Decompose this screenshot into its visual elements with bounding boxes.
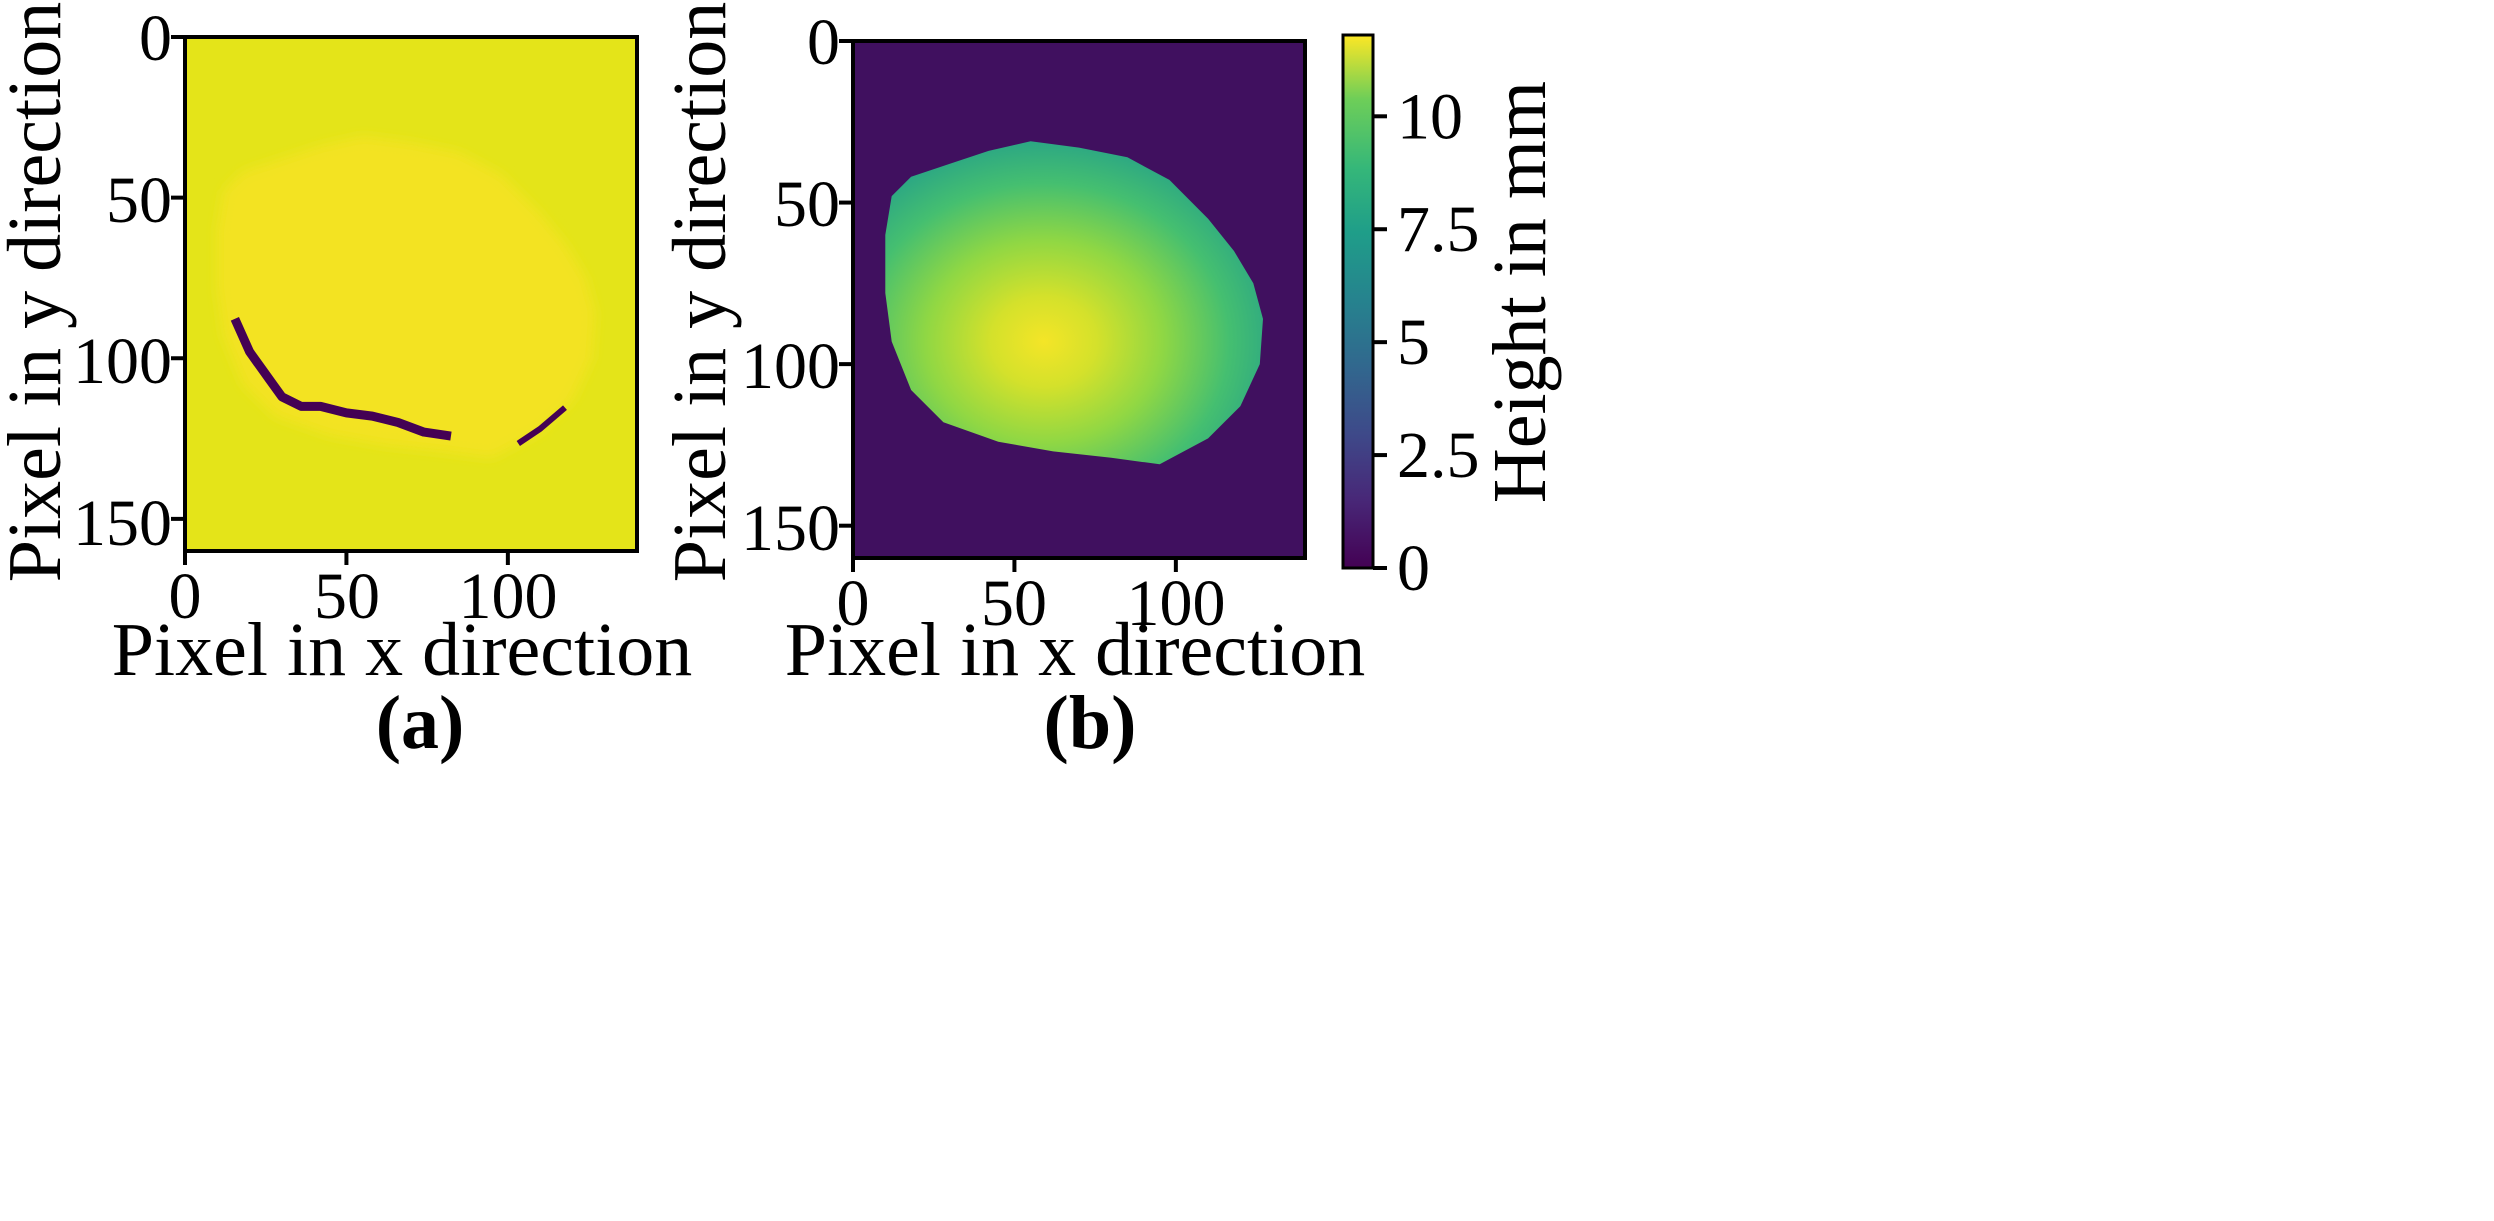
panel-a-x-axis-label: Pixel in x direction	[112, 608, 692, 692]
panel-b-xtick-50: 50	[981, 567, 1047, 640]
colorbar-tick-label: 7.5	[1397, 193, 1480, 266]
panel-b-ticks	[839, 39, 1178, 572]
defect-trace-2	[516, 405, 567, 446]
colorbar-label: Height in mm	[1478, 81, 1562, 503]
panel-a-frame	[183, 35, 639, 553]
panel-b-x-axis-label: Pixel in x direction	[785, 608, 1365, 692]
panel-b-ytick-50: 50	[774, 168, 840, 241]
panel-a-ytick-100: 100	[73, 325, 172, 398]
panel-a-object-region	[217, 136, 596, 458]
panel-a-ytick-150: 150	[73, 487, 172, 560]
panel-b-label: (b)	[1044, 681, 1137, 765]
panel-b-object	[885, 141, 1263, 465]
panel-b-xtick-0: 0	[837, 567, 870, 640]
colorbar-ticks: 0 2.5 5 7.5 10	[1373, 80, 1480, 605]
panel-a-ytick-0: 0	[139, 2, 172, 75]
colorbar-tick-label: 0	[1397, 532, 1430, 605]
colorbar: 0 2.5 5 7.5 10 Height in mm	[1341, 33, 1562, 605]
panel-b-frame	[851, 39, 1307, 560]
panel-b-ytick-100: 100	[741, 330, 840, 403]
colorbar-tick-label: 5	[1397, 306, 1430, 379]
panel-a: 0 50 100 0 50 100 150 Pixel in x directi…	[0, 2, 692, 765]
panel-b-ytick-0: 0	[807, 6, 840, 79]
panel-b: 0 50 100 0 50 100 150 Pixel in x directi…	[658, 2, 1562, 765]
panel-b-ytick-150: 150	[741, 492, 840, 565]
panel-a-xtick-100: 100	[459, 560, 558, 633]
panel-a-xtick-0: 0	[169, 560, 202, 633]
colorbar-gradient	[1341, 33, 1375, 570]
panel-b-y-axis-label: Pixel in y direction	[658, 2, 742, 582]
colorbar-tick-label: 10	[1397, 80, 1463, 153]
colorbar-tick-label: 2.5	[1397, 419, 1480, 492]
defect-trace-1	[230, 316, 452, 441]
panel-a-ticks	[171, 35, 510, 565]
panel-a-ytick-50: 50	[106, 164, 172, 237]
panel-a-defects	[230, 316, 567, 446]
panel-a-label: (a)	[376, 681, 465, 765]
panel-a-y-axis-label: Pixel in y direction	[0, 2, 77, 582]
panel-b-xtick-100: 100	[1127, 567, 1226, 640]
panel-a-xtick-50: 50	[314, 560, 380, 633]
